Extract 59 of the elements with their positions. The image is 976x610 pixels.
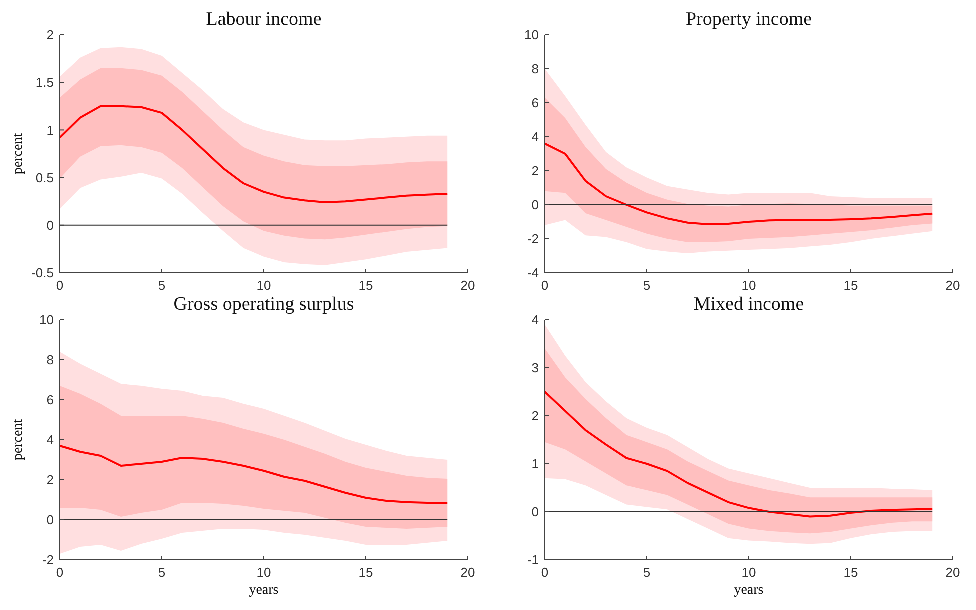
y-tick-label: 2 (46, 472, 54, 488)
y-tick-label: 1 (532, 456, 539, 472)
y-tick-label: 1 (46, 122, 54, 138)
chart-title: Property income (686, 9, 812, 30)
x-tick-label: 20 (460, 278, 476, 293)
y-tick-label: 2 (532, 164, 539, 179)
x-tick-label: 5 (643, 278, 651, 293)
x-tick-label: 10 (742, 565, 756, 580)
y-tick-label: 4 (532, 312, 539, 328)
x-tick-label: 15 (358, 278, 374, 293)
x-tick-label: 0 (56, 565, 64, 580)
y-tick-label: 8 (46, 352, 54, 368)
line-series (544, 142, 934, 226)
y-tick-label: -2 (527, 232, 539, 247)
line-series (544, 391, 934, 518)
chart-title: Gross operating surplus (174, 294, 354, 315)
line-series (59, 105, 449, 204)
x-axis-title: years (734, 583, 764, 598)
y-tick-label: 6 (46, 392, 54, 408)
y-tick-label: -4 (527, 266, 539, 281)
chart-title: Mixed income (694, 294, 804, 315)
x-tick-label: 0 (56, 278, 64, 293)
x-tick-label: 15 (844, 565, 858, 580)
y-tick-label: 0 (532, 198, 539, 213)
x-tick-label: 5 (158, 278, 166, 293)
y-tick-label: 4 (532, 130, 539, 145)
y-tick-label: 4 (46, 432, 54, 448)
line-series (59, 445, 449, 504)
x-tick-label: 10 (256, 278, 272, 293)
x-tick-label: 10 (742, 278, 756, 293)
y-tick-label: 10 (40, 312, 54, 328)
x-tick-label: 15 (844, 278, 858, 293)
x-tick-label: 20 (946, 278, 960, 293)
chart-title: Labour income (206, 9, 322, 30)
y-tick-label: 3 (532, 360, 539, 376)
y-tick-label: 0.5 (36, 170, 54, 186)
y-tick-label: 1.5 (36, 75, 54, 90)
x-axis-title: years (249, 583, 279, 598)
y-tick-label: 2 (46, 28, 54, 43)
y-axis-title: percent (11, 133, 26, 175)
x-tick-label: 0 (541, 565, 549, 580)
y-tick-label: 0 (46, 512, 54, 528)
y-tick-label: 0 (532, 504, 539, 520)
y-tick-label: -2 (42, 552, 54, 568)
y-tick-label: 10 (524, 28, 539, 43)
y-tick-label: -1 (527, 552, 539, 568)
x-tick-label: 10 (256, 565, 272, 580)
x-tick-label: 5 (643, 565, 651, 580)
y-tick-label: -0.5 (32, 266, 54, 281)
x-tick-label: 20 (946, 565, 960, 580)
y-tick-label: 0 (46, 218, 54, 233)
x-tick-label: 20 (460, 565, 476, 580)
y-tick-label: 8 (532, 62, 539, 77)
x-tick-label: 5 (158, 565, 166, 580)
x-tick-label: 0 (541, 278, 549, 293)
y-tick-label: 2 (532, 408, 539, 424)
y-axis-title: percent (11, 419, 26, 461)
x-tick-label: 15 (358, 565, 374, 580)
y-tick-label: 6 (532, 96, 539, 111)
